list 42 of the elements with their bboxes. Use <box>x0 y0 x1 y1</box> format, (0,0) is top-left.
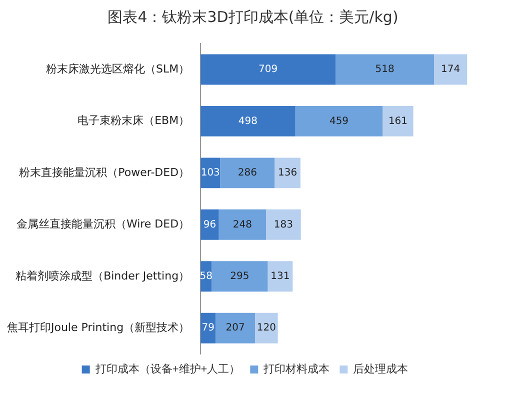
data-label: 286 <box>238 168 257 179</box>
y-tick-label: 粘着剂喷涂成型（Binder Jetting） <box>16 269 190 282</box>
data-label: 79 <box>202 322 214 334</box>
y-tick-label: 焦耳打印Joule Printing（新型技术） <box>6 320 190 334</box>
bar <box>200 106 296 136</box>
data-label: 183 <box>274 219 293 230</box>
legend-label: 打印材料成本 <box>262 362 330 376</box>
data-label: 709 <box>258 64 278 76</box>
data-label: 136 <box>278 168 298 179</box>
data-label: 459 <box>329 116 349 127</box>
bar <box>266 209 301 240</box>
y-tick-label: 粉末床激光选区熔化（SLM） <box>46 62 190 76</box>
data-label: 103 <box>200 168 220 179</box>
data-label: 248 <box>232 219 252 230</box>
data-label: 174 <box>441 64 460 76</box>
legend-label: 后处理成本 <box>353 362 408 376</box>
data-label: 161 <box>388 116 408 127</box>
data-label: 498 <box>238 116 258 127</box>
y-tick-label: 金属丝直接能量沉积（Wire DED） <box>16 218 190 231</box>
bar <box>382 106 414 136</box>
bar <box>255 312 278 344</box>
bar <box>212 261 268 292</box>
bar <box>268 261 293 292</box>
data-label: 58 <box>200 270 212 282</box>
data-label: 518 <box>375 64 394 76</box>
bar <box>220 158 275 188</box>
data-label: 207 <box>226 322 245 334</box>
y-tick-label: 粉末直接能量沉积（Power-DED） <box>19 166 190 179</box>
bar <box>218 209 266 240</box>
legend-label: 打印成本（设备+维护+人工） <box>94 362 240 376</box>
data-label: 295 <box>230 270 250 282</box>
chart-title: 图表4：钛粉末3D打印成本(单位：美元/kg) <box>106 8 400 27</box>
y-tick-label: 电子束粉末床（EBM） <box>78 114 190 128</box>
bar <box>434 54 468 85</box>
bar <box>216 312 255 344</box>
bar <box>295 106 383 136</box>
bar <box>274 158 300 188</box>
bar <box>335 54 434 85</box>
bar <box>200 54 336 85</box>
data-label: 96 <box>203 219 216 230</box>
data-label: 131 <box>270 270 290 282</box>
data-label: 120 <box>256 322 276 334</box>
